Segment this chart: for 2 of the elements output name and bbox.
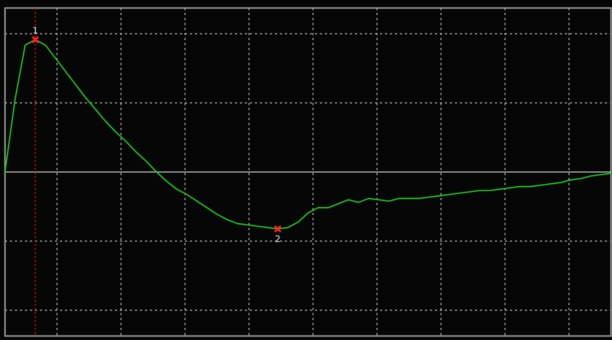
annotation: 1 (32, 26, 38, 37)
annotation: 2 (274, 234, 281, 245)
